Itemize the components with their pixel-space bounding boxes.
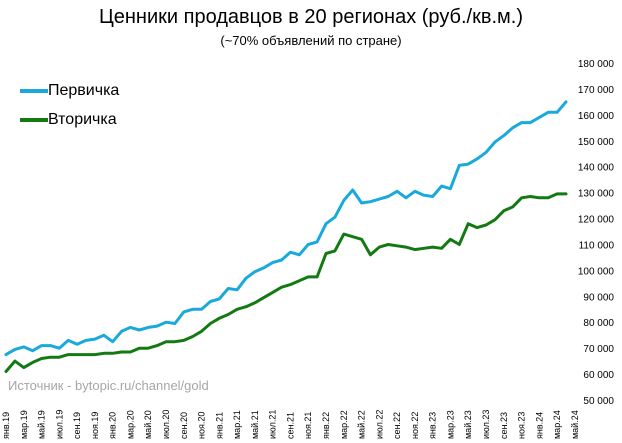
x-tick-label: янв.22	[321, 412, 331, 439]
x-axis: янв.19 мар.19 май.19 июл.19 сен.19 ноя.19 янв.…	[1, 410, 580, 439]
y-tick-label: 170 000	[578, 85, 615, 96]
legend-item-secondary: Вторичка	[20, 109, 117, 131]
series-layer	[4, 100, 568, 373]
x-tick-label: сен.19	[72, 412, 82, 439]
x-tick-label: янв.21	[214, 412, 224, 439]
y-tick-label: 60 000	[583, 370, 614, 381]
x-tick-label: мар.23	[445, 410, 455, 439]
y-tick-label: 150 000	[578, 137, 615, 148]
x-tick-label: май.24	[570, 410, 580, 439]
y-tick-label: 120 000	[578, 215, 615, 226]
x-tick-label: мар.20	[125, 410, 135, 439]
x-tick-label: мар.19	[19, 410, 29, 439]
y-axis: 50 000 60 000 70 000 80 000 90 000 100 000 110…	[578, 59, 615, 407]
y-tick-label: 110 000	[579, 240, 615, 251]
x-tick-label: июл.21	[268, 410, 278, 439]
x-tick-label: июл.23	[481, 410, 491, 439]
y-tick-label: 130 000	[578, 189, 615, 200]
x-tick-label: ноя.19	[90, 412, 100, 439]
x-tick-label: мар.24	[552, 410, 562, 439]
x-tick-label: сен.21	[285, 412, 295, 439]
x-tick-label: мар.21	[232, 410, 242, 439]
x-tick-label: ноя.22	[410, 412, 420, 439]
x-tick-label: сен.20	[179, 412, 189, 439]
x-tick-label: июл.19	[54, 410, 64, 439]
x-tick-label: ноя.23	[517, 412, 527, 439]
y-tick-label: 80 000	[583, 318, 614, 329]
x-tick-label: июл.20	[161, 410, 171, 439]
x-tick-label: сен.22	[392, 412, 402, 439]
legend-swatch-secondary	[20, 118, 48, 122]
legend-swatch-primary	[20, 89, 48, 93]
x-tick-label: янв.23	[428, 412, 438, 439]
y-tick-label: 140 000	[578, 163, 615, 174]
x-tick-label: ноя.21	[303, 412, 313, 439]
x-tick-label: май.21	[250, 410, 260, 439]
x-tick-label: янв.19	[1, 412, 11, 439]
y-tick-label: 70 000	[583, 344, 614, 355]
y-tick-label: 160 000	[578, 111, 615, 122]
x-tick-label: май.19	[37, 410, 47, 439]
x-tick-label: май.22	[357, 410, 367, 439]
source-note: Источник - bytopic.ru/channel/gold	[8, 378, 209, 393]
series-line-primary	[4, 100, 568, 357]
x-tick-label: июл.22	[374, 410, 384, 439]
chart-title: Ценники продавцов в 20 регионах (руб./кв…	[98, 6, 524, 28]
x-tick-label: май.23	[463, 410, 473, 439]
y-tick-label: 180 000	[578, 59, 615, 70]
legend-label-primary: Первичка	[48, 82, 120, 99]
x-tick-label: май.20	[143, 410, 153, 439]
chart-subtitle: (~70% объявлений по стране)	[220, 33, 402, 48]
y-tick-label: 50 000	[583, 396, 614, 407]
x-tick-label: янв.20	[108, 412, 118, 439]
legend-item-primary: Первичка	[20, 80, 119, 102]
y-tick-label: 100 000	[578, 266, 615, 277]
y-tick-label: 90 000	[583, 292, 614, 303]
legend-label-secondary: Вторичка	[48, 111, 117, 128]
x-tick-label: янв.24	[534, 412, 544, 439]
x-tick-label: ноя.20	[197, 412, 207, 439]
series-line-secondary	[4, 192, 568, 373]
x-tick-label: мар.22	[339, 410, 349, 439]
x-tick-label: сен.23	[499, 412, 509, 439]
